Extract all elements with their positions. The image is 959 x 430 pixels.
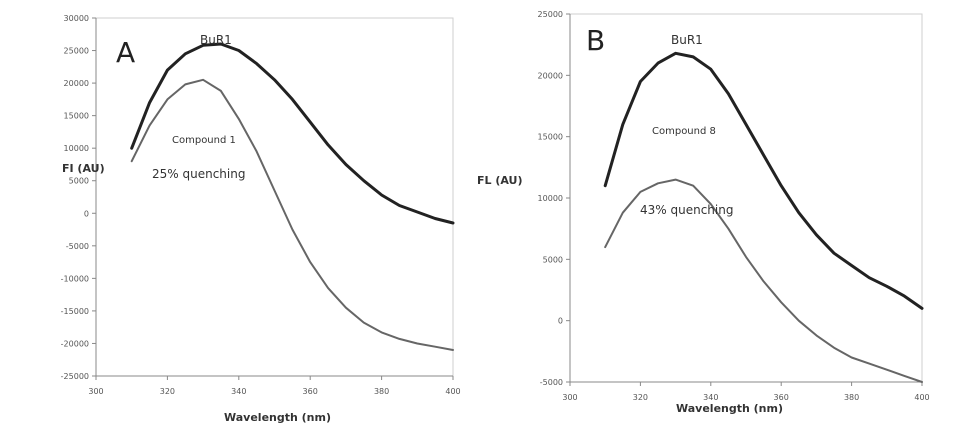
panel-a-y-tick-label: 10000 bbox=[64, 144, 89, 153]
panel-b-y-tick-label: -5000 bbox=[540, 378, 563, 387]
panel-b-quenching-annotation: 43% quenching bbox=[640, 203, 733, 217]
panel-b-y-tick-label: 15000 bbox=[538, 133, 563, 142]
panel-b-chart: 300 320 340 360 380 400 -5000 0 5000 10000 15000 20… bbox=[477, 10, 930, 415]
panel-b-x-tick-label: 320 bbox=[633, 393, 648, 402]
panel-a-y-tick-label: 15000 bbox=[64, 112, 89, 121]
panel-b-y-tick-label: 5000 bbox=[543, 255, 563, 264]
panel-b-bur1-label: BuR1 bbox=[671, 33, 703, 47]
panel-b-x-tick-label: 400 bbox=[914, 393, 929, 402]
panel-b-y-tick-label: 0 bbox=[558, 317, 563, 326]
panel-b-y-tick-label: 10000 bbox=[538, 194, 563, 203]
panel-b-x-tick-label: 340 bbox=[703, 393, 718, 402]
panel-a-y-tick-label: -15000 bbox=[61, 307, 89, 316]
panel-b-y-tick-label: 25000 bbox=[538, 10, 563, 19]
panel-a-letter: A bbox=[116, 36, 135, 69]
panel-b-series-bur1-line bbox=[605, 53, 922, 308]
panel-a-y-tick-label: 30000 bbox=[64, 14, 89, 23]
panel-b-x-axis-title: Wavelength (nm) bbox=[676, 402, 783, 415]
panel-b-y-tick-label: 20000 bbox=[538, 71, 563, 80]
panel-a-x-tick-label: 340 bbox=[231, 387, 246, 396]
panel-a-y-tick-label: 5000 bbox=[69, 177, 89, 186]
panel-a-y-tick-label: 20000 bbox=[64, 79, 89, 88]
panel-b-x-tick-label: 380 bbox=[844, 393, 859, 402]
panel-a-series-bur1-line bbox=[132, 44, 453, 223]
panel-a-y-tick-label: 0 bbox=[84, 209, 89, 218]
panel-a-y-tick-label: -10000 bbox=[61, 274, 89, 283]
panel-a-x-axis-title: Wavelength (nm) bbox=[224, 411, 331, 424]
panel-b-x-tick-label: 360 bbox=[774, 393, 789, 402]
panel-a-quenching-annotation: 25% quenching bbox=[152, 167, 245, 181]
panel-a-x-tick-label: 380 bbox=[374, 387, 389, 396]
panel-a-y-tick-label: -5000 bbox=[66, 242, 89, 251]
panel-b-y-axis-title: FL (AU) bbox=[477, 174, 523, 187]
panel-b-x-tick-label: 300 bbox=[562, 393, 577, 402]
panel-a-series-compound-1-line bbox=[132, 80, 453, 350]
panel-a-y-tick-label: -25000 bbox=[61, 372, 89, 381]
panel-a-y-tick-label: -20000 bbox=[61, 339, 89, 348]
panel-a-x-tick-label: 360 bbox=[303, 387, 318, 396]
panel-a-x-tick-label: 320 bbox=[160, 387, 175, 396]
panel-a-bur1-label: BuR1 bbox=[200, 33, 232, 47]
panel-b-plot-frame bbox=[570, 14, 922, 382]
panel-a-compound-label: Compound 1 bbox=[172, 135, 236, 146]
panel-a-chart: 300 320 340 360 380 400 -25000 -20000 -15000 -100… bbox=[61, 14, 461, 424]
panel-b-compound-label: Compound 8 bbox=[652, 126, 716, 137]
panel-a-y-axis-title: FI (AU) bbox=[62, 162, 105, 175]
panel-b-letter: B bbox=[586, 24, 605, 57]
panel-a-plot-frame bbox=[96, 18, 453, 376]
panel-a-x-tick-label: 400 bbox=[445, 387, 460, 396]
panel-a-y-tick-label: 25000 bbox=[64, 47, 89, 56]
panel-a-x-tick-label: 300 bbox=[88, 387, 103, 396]
